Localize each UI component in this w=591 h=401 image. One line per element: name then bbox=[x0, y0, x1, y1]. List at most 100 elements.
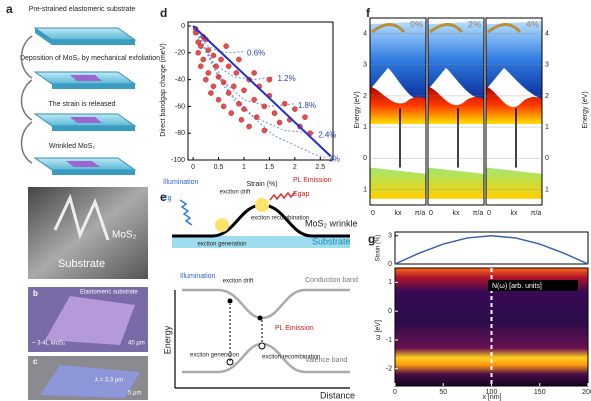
x-tick-label: 1.5 bbox=[265, 164, 275, 171]
y-tick-label: 0 bbox=[363, 155, 367, 162]
x-tick-label: 0 bbox=[371, 210, 375, 217]
point bbox=[241, 106, 247, 112]
sem-label: Substrate bbox=[58, 258, 105, 270]
substrate bbox=[172, 236, 350, 248]
point bbox=[215, 96, 222, 103]
slab bbox=[33, 27, 137, 41]
label: exciton recombination bbox=[262, 355, 320, 361]
slab-side bbox=[52, 84, 135, 89]
image-label: Elastomeric substrate bbox=[80, 290, 138, 296]
valence-band bbox=[428, 86, 484, 124]
sem-wrinkle bbox=[53, 193, 110, 241]
x-tick-label: 150 bbox=[534, 389, 546, 396]
x-tick-label: 50 bbox=[439, 389, 447, 396]
panel-d: d Direct bandgap change (meV) Strain (%)… bbox=[160, 6, 340, 188]
panel-strain: 0% bbox=[410, 19, 423, 29]
y-axis-label: Strain (%) bbox=[376, 235, 382, 262]
axis-label: Energy bbox=[162, 325, 172, 354]
label: Illumination bbox=[163, 179, 199, 186]
label: Egap bbox=[293, 191, 309, 198]
flake bbox=[70, 75, 102, 81]
panel-label: b bbox=[33, 289, 38, 298]
panel-g: g Strain (%) ω [eV] x [nm] 0 3 N(ω) [arb. … bbox=[368, 231, 591, 401]
y-tick-label: -1 bbox=[386, 337, 392, 344]
y-tick-label: 2 bbox=[363, 93, 367, 100]
point bbox=[261, 127, 268, 134]
label: exciton drift bbox=[223, 279, 254, 285]
hole bbox=[258, 342, 266, 350]
x-tick-label: π/a bbox=[531, 210, 542, 217]
panel-frame bbox=[485, 17, 543, 206]
panel-frame bbox=[427, 17, 485, 206]
wrinkle-icon bbox=[487, 23, 522, 34]
lower-band bbox=[486, 167, 542, 199]
step-label: Deposition of MoS₂ by mechanical exfolia… bbox=[20, 55, 160, 62]
y-tick-label: -60 bbox=[175, 103, 185, 110]
conduction-band bbox=[182, 288, 350, 320]
y-tick-label: 4 bbox=[363, 30, 367, 37]
y-tick-label: 3 bbox=[363, 62, 367, 69]
x-tick-label: 2 bbox=[293, 164, 297, 171]
y-tick-label: -100 bbox=[171, 157, 185, 164]
point bbox=[223, 43, 229, 49]
point bbox=[208, 90, 214, 96]
point bbox=[197, 43, 204, 49]
label: Conduction band bbox=[305, 277, 358, 284]
point bbox=[215, 74, 222, 80]
plot-frame bbox=[187, 21, 334, 161]
point bbox=[266, 76, 273, 83]
fit-line bbox=[192, 25, 332, 157]
point bbox=[292, 106, 298, 112]
y-tick-label: 1 bbox=[545, 186, 549, 193]
fit-curve bbox=[192, 25, 245, 54]
panel-label: g bbox=[368, 232, 375, 246]
x-tick-label: π/a bbox=[473, 210, 484, 217]
axis-label: Distance bbox=[320, 390, 355, 400]
point bbox=[271, 110, 278, 116]
point bbox=[238, 117, 245, 123]
point bbox=[220, 103, 227, 110]
afm-flake bbox=[40, 365, 140, 398]
x-tick-label: 1 bbox=[242, 164, 246, 171]
x-tick-label: 0 bbox=[429, 210, 433, 217]
flake bbox=[70, 117, 102, 123]
point bbox=[236, 100, 242, 107]
label: exciton generation bbox=[190, 353, 239, 359]
point bbox=[253, 114, 260, 120]
label: Illumination bbox=[180, 273, 216, 280]
y-tick-label: 0 bbox=[545, 155, 549, 162]
strain-curve bbox=[394, 235, 589, 265]
x-tick-label: kx bbox=[511, 210, 519, 217]
curve-label: 0.6% bbox=[247, 49, 265, 58]
panel-e: e Illumination Eg exciton drift exciton … bbox=[160, 177, 358, 401]
x-tick-label: 2.5 bbox=[315, 164, 325, 171]
curve-label: 2.4% bbox=[318, 130, 336, 139]
wrinkle-icon bbox=[429, 23, 464, 34]
point bbox=[276, 119, 283, 126]
point bbox=[302, 114, 308, 120]
label: exciton recombination bbox=[251, 216, 309, 222]
x-tick-label: 0.5 bbox=[214, 164, 224, 171]
point bbox=[228, 110, 235, 116]
fit-curve bbox=[192, 25, 295, 107]
valence-band bbox=[486, 86, 542, 124]
conduction-band bbox=[428, 21, 484, 100]
y-axis-label: ω [eV] bbox=[375, 320, 382, 340]
y-tick-label: 3 bbox=[545, 62, 549, 69]
point bbox=[236, 56, 242, 63]
axes bbox=[174, 290, 350, 389]
x-tick-label: kx bbox=[453, 210, 461, 217]
curve-label: 1.8% bbox=[298, 101, 316, 110]
label: PL Emission bbox=[275, 325, 314, 332]
y-tick-label: -40 bbox=[175, 76, 185, 83]
panel-strain: 4% bbox=[526, 19, 539, 29]
point bbox=[233, 70, 240, 76]
point bbox=[218, 56, 224, 63]
point bbox=[220, 79, 227, 86]
panel-a: a Pre-strained elastomeric substrate Dep… bbox=[6, 2, 160, 279]
x-axis-label: Strain (%) bbox=[246, 181, 277, 188]
y-tick-label: 1 bbox=[388, 279, 392, 286]
panel-strain: 2% bbox=[468, 19, 481, 29]
x-tick-label: 0 bbox=[487, 210, 491, 217]
y-axis-label: Energy (eV) bbox=[582, 91, 589, 128]
